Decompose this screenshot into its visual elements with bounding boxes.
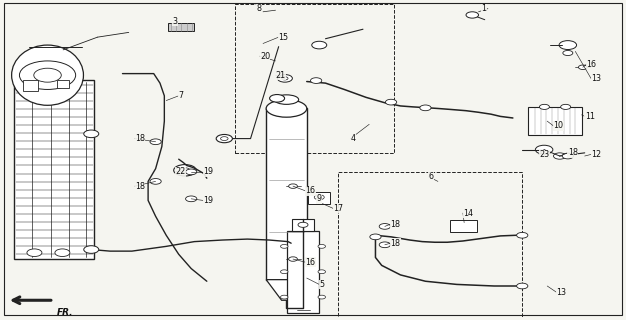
Circle shape xyxy=(318,270,326,274)
Bar xyxy=(528,107,582,135)
Circle shape xyxy=(270,94,285,102)
Text: 1: 1 xyxy=(481,4,486,13)
Circle shape xyxy=(185,169,197,175)
Circle shape xyxy=(173,164,196,176)
Circle shape xyxy=(55,249,70,257)
Circle shape xyxy=(298,222,308,227)
Bar xyxy=(235,4,394,153)
Text: FR.: FR. xyxy=(57,308,73,317)
Text: 20: 20 xyxy=(260,52,270,61)
Polygon shape xyxy=(266,280,307,300)
Circle shape xyxy=(379,242,391,248)
Circle shape xyxy=(314,195,324,200)
Text: 5: 5 xyxy=(319,280,324,289)
Text: 16: 16 xyxy=(305,186,316,196)
Text: 11: 11 xyxy=(585,112,595,121)
Circle shape xyxy=(312,41,327,49)
Text: 22: 22 xyxy=(175,167,186,176)
Bar xyxy=(57,80,69,88)
Text: 18: 18 xyxy=(568,148,578,157)
Circle shape xyxy=(277,75,292,82)
Circle shape xyxy=(289,184,297,188)
Text: 12: 12 xyxy=(591,150,601,159)
Circle shape xyxy=(420,105,431,111)
Ellipse shape xyxy=(266,100,307,117)
Circle shape xyxy=(282,77,288,80)
Text: 13: 13 xyxy=(557,288,567,297)
Bar xyxy=(23,80,38,91)
Circle shape xyxy=(540,104,550,109)
Ellipse shape xyxy=(12,45,83,105)
Circle shape xyxy=(466,12,478,18)
Circle shape xyxy=(516,283,528,289)
Text: 7: 7 xyxy=(178,91,184,100)
Text: 23: 23 xyxy=(539,150,549,159)
Text: 9: 9 xyxy=(316,194,321,203)
Circle shape xyxy=(185,196,197,202)
Circle shape xyxy=(561,104,571,109)
Ellipse shape xyxy=(274,95,299,104)
Circle shape xyxy=(379,224,391,229)
Bar xyxy=(14,80,95,259)
Text: 18: 18 xyxy=(135,134,145,143)
Circle shape xyxy=(318,295,326,299)
Circle shape xyxy=(535,145,553,154)
Text: 21: 21 xyxy=(275,71,285,80)
Text: 4: 4 xyxy=(351,134,356,143)
Text: 18: 18 xyxy=(391,220,401,229)
Text: 16: 16 xyxy=(587,60,597,68)
Text: 8: 8 xyxy=(257,4,262,13)
Text: 15: 15 xyxy=(279,33,289,42)
Circle shape xyxy=(559,41,577,50)
Circle shape xyxy=(280,295,288,299)
Bar xyxy=(266,108,307,280)
Text: 16: 16 xyxy=(305,258,316,267)
Bar xyxy=(308,192,331,204)
Circle shape xyxy=(310,78,322,84)
Circle shape xyxy=(553,153,566,159)
Text: 3: 3 xyxy=(172,17,177,26)
Text: 10: 10 xyxy=(553,121,563,131)
Circle shape xyxy=(289,257,297,261)
Text: 19: 19 xyxy=(203,196,213,205)
Text: 18: 18 xyxy=(391,239,401,248)
Circle shape xyxy=(180,168,190,173)
Circle shape xyxy=(150,139,162,145)
Circle shape xyxy=(386,99,397,105)
Circle shape xyxy=(34,68,61,82)
Circle shape xyxy=(318,244,326,248)
Circle shape xyxy=(578,65,587,69)
Text: 6: 6 xyxy=(429,172,434,181)
Circle shape xyxy=(84,246,99,253)
Text: 13: 13 xyxy=(591,74,601,83)
Circle shape xyxy=(220,137,228,140)
Text: 18: 18 xyxy=(135,182,145,191)
Circle shape xyxy=(280,244,288,248)
Circle shape xyxy=(27,249,42,257)
Bar xyxy=(338,172,522,318)
Circle shape xyxy=(563,51,573,56)
Bar xyxy=(287,230,319,313)
Circle shape xyxy=(19,61,76,90)
Circle shape xyxy=(150,179,162,184)
Circle shape xyxy=(84,130,99,138)
Bar xyxy=(451,220,476,232)
Circle shape xyxy=(280,270,288,274)
Text: 17: 17 xyxy=(333,204,343,213)
Circle shape xyxy=(562,153,573,159)
Circle shape xyxy=(370,234,381,240)
Circle shape xyxy=(216,134,232,143)
Text: 19: 19 xyxy=(203,167,213,176)
Circle shape xyxy=(516,232,528,238)
Text: 14: 14 xyxy=(463,209,473,218)
Bar xyxy=(168,23,194,31)
Bar xyxy=(292,220,314,230)
